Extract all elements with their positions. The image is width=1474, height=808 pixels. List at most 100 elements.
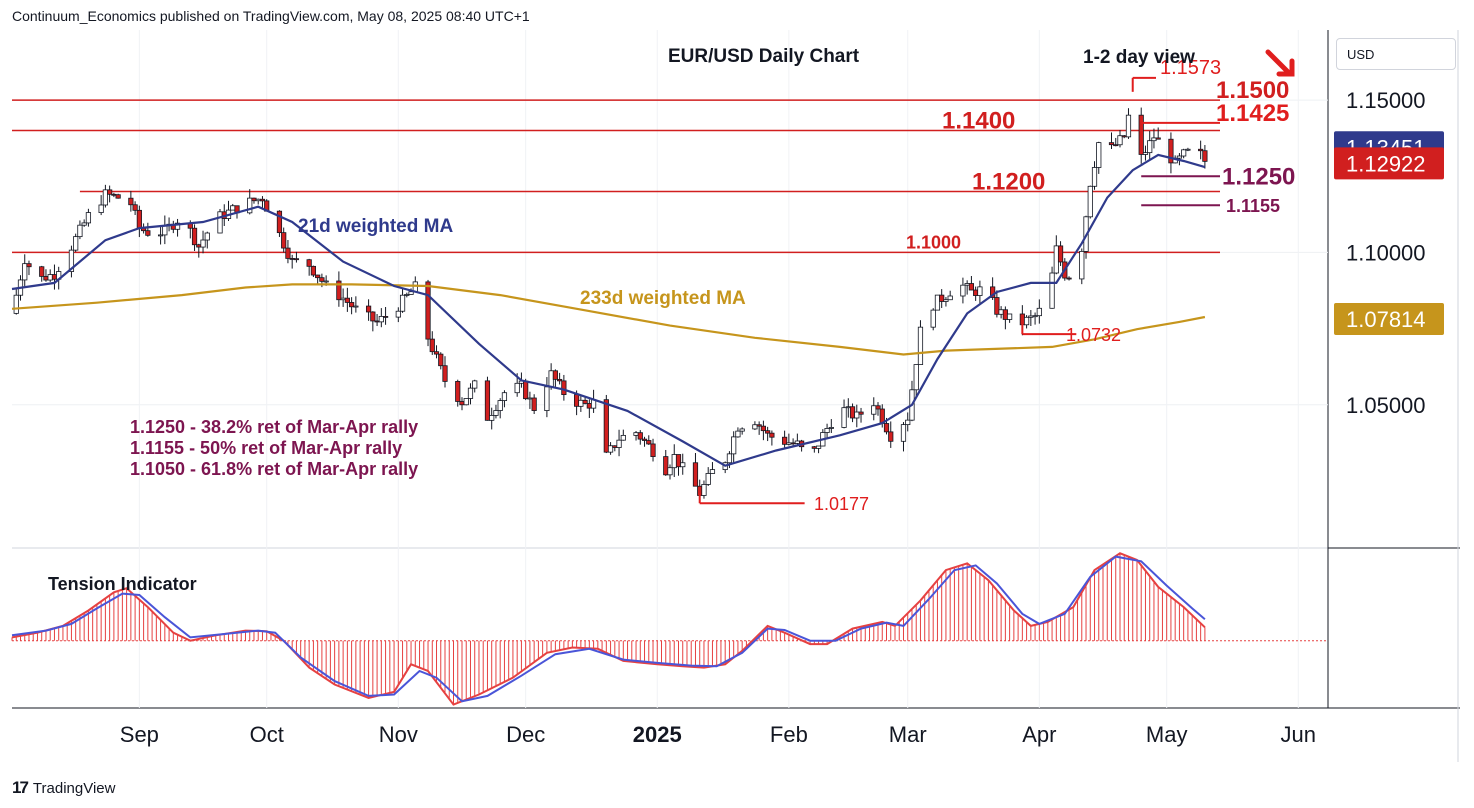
candle-body: [259, 198, 266, 202]
level-label: 1.1200: [972, 168, 1045, 195]
candle-body: [293, 258, 300, 261]
candle-body: [947, 295, 953, 301]
x-tick-label: 2025: [633, 722, 682, 747]
candle-body: [841, 407, 847, 428]
candle-body: [1019, 313, 1025, 326]
x-tick-label: Dec: [506, 722, 545, 747]
candle-body: [1113, 144, 1119, 147]
retracement-note: 1.1155 - 50% ret of Mar-Apr rally: [130, 438, 402, 458]
candle-body: [913, 364, 919, 391]
candle-body: [1066, 277, 1072, 280]
candle-body: [726, 453, 733, 464]
candle-body: [854, 411, 860, 419]
candle-body: [815, 445, 822, 449]
candle-body: [692, 462, 699, 487]
candle-body: [917, 326, 924, 365]
candle-body: [22, 263, 28, 281]
y-tick-label: 1.10000: [1346, 240, 1426, 265]
indicator-value-line: [11, 552, 1206, 706]
indicator-title: Tension Indicator: [48, 574, 197, 594]
candle-body: [26, 263, 32, 268]
candle-body: [1138, 114, 1144, 155]
price-label-box: [1334, 147, 1444, 180]
candle-body: [128, 197, 134, 206]
candle-body: [612, 445, 618, 448]
candle-body: [107, 189, 113, 195]
candle-body: [217, 211, 223, 234]
candle-body: [230, 205, 236, 211]
chart-title: EUR/USD Daily Chart: [668, 46, 860, 67]
marker-label: 1.0177: [814, 494, 869, 514]
candle-body: [136, 209, 142, 229]
candle-body: [905, 419, 911, 426]
candle-body: [145, 230, 151, 236]
candle-body: [77, 224, 83, 238]
down-arrow-icon: [1265, 49, 1295, 77]
candle-body: [365, 305, 372, 313]
candle-body: [701, 484, 707, 496]
ma233-legend: 233d weighted MA: [580, 288, 746, 309]
y-tick-label: 1.15000: [1346, 88, 1426, 113]
candle-body: [39, 266, 45, 277]
candle-body: [752, 424, 758, 430]
candle-body: [1049, 272, 1055, 309]
candle-body: [157, 234, 164, 237]
candle-body: [663, 456, 669, 476]
candle-body: [760, 425, 766, 432]
candle-body: [349, 302, 355, 308]
candle-body: [1181, 149, 1187, 157]
candle-body: [765, 430, 771, 434]
marker-label: 1.0732: [1066, 325, 1121, 345]
candle-body: [786, 442, 792, 445]
candle-body: [438, 353, 444, 367]
candle-body: [47, 274, 53, 281]
candle-body: [548, 370, 554, 388]
candle-body: [641, 438, 648, 441]
candle-body: [1151, 137, 1157, 142]
candle-body: [382, 316, 389, 318]
candle-body: [849, 406, 856, 419]
candle-body: [285, 247, 291, 259]
candle-body: [429, 338, 435, 353]
y-tick-label: 1.05000: [1346, 393, 1426, 418]
price-label: 1.12922: [1346, 151, 1426, 176]
candle-body: [523, 380, 529, 400]
price-label-box: [1334, 303, 1444, 336]
candle-body: [497, 400, 503, 411]
x-tick-label: Feb: [770, 722, 808, 747]
candle-body: [735, 430, 741, 438]
candle-body: [1096, 142, 1102, 168]
marker-label: 1.1155: [1226, 196, 1280, 216]
candle-body: [782, 436, 788, 445]
candle-body: [1125, 114, 1132, 138]
candle-body: [675, 454, 682, 468]
candle-body: [433, 351, 440, 355]
candle-body: [561, 380, 567, 396]
candle-body: [489, 415, 495, 421]
candle-body: [1117, 135, 1123, 146]
currency-selector-button[interactable]: USD: [1336, 38, 1456, 70]
candle-body: [13, 294, 19, 314]
candle-body: [871, 405, 877, 415]
candle-body: [756, 424, 762, 427]
candle-body: [73, 236, 79, 251]
candle-body: [824, 428, 830, 433]
candle-body: [467, 387, 474, 399]
candle-body: [731, 436, 737, 455]
candle-body: [247, 197, 253, 214]
candle-body: [1147, 140, 1153, 154]
tradingview-brand[interactable]: 17 TradingView: [12, 778, 115, 798]
candle-body: [1176, 155, 1183, 159]
candle-body: [616, 439, 622, 448]
candle-body: [888, 431, 894, 442]
marker-label: 1.1573: [1160, 57, 1221, 79]
price-label: 1.07814: [1346, 307, 1426, 332]
candle-body: [85, 212, 92, 224]
candle-body: [174, 222, 181, 230]
ma233-line: [11, 283, 1206, 356]
ma21-legend: 21d weighted MA: [298, 216, 453, 237]
candle-body: [1023, 316, 1030, 326]
candle-body: [310, 265, 317, 276]
marker-label: 1.1425: [1216, 100, 1289, 127]
